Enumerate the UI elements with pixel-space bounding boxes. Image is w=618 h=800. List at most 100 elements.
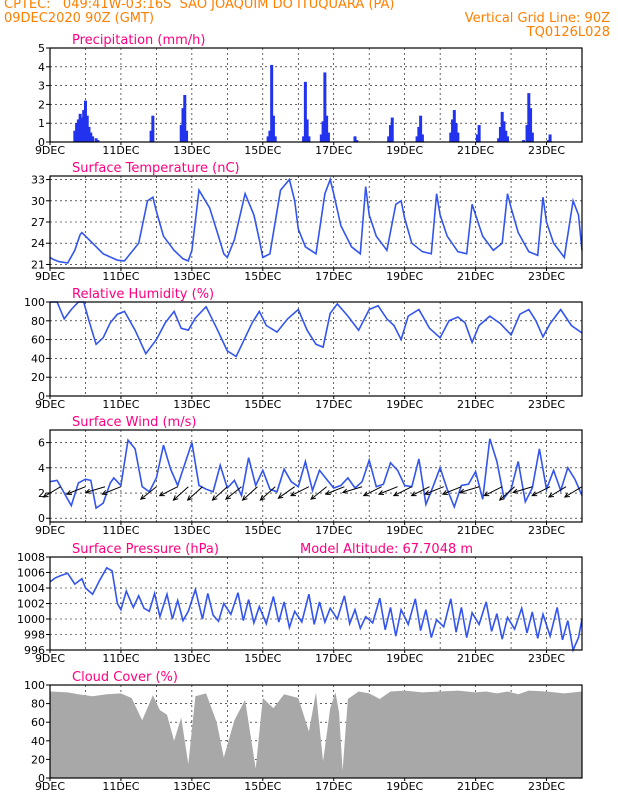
precip-bar <box>323 72 327 142</box>
precip-bar <box>179 125 183 142</box>
panel-title: Precipitation (mm/h) <box>72 33 205 48</box>
x-tick-label: 23DEC <box>528 144 565 157</box>
wind-arrow <box>442 486 462 495</box>
y-tick-label: 40 <box>31 735 45 748</box>
wind-arrow-head <box>310 494 317 500</box>
y-tick-label: 2 <box>38 98 45 111</box>
wind-arrow-head <box>241 495 248 501</box>
precip-bar <box>82 110 86 142</box>
y-tick-label: 3 <box>38 80 45 93</box>
precip-bar <box>185 130 189 142</box>
y-tick-label: 0 <box>38 512 45 525</box>
precip-bar <box>83 100 87 142</box>
x-tick-label: 9DEC <box>35 780 65 793</box>
panel-0: 0 1 2 3 4 5 9DEC 11DEC 13DEC 15DEC 17DEC 19DEC 21DEC… <box>35 33 583 157</box>
wind-arrow-head <box>410 491 417 497</box>
panel-frame <box>49 301 583 397</box>
y-tick-label: 6 <box>38 437 45 450</box>
precip-bar <box>73 130 77 142</box>
precip-bar <box>91 136 95 142</box>
y-tick-label: 60 <box>31 716 45 729</box>
y-tick-label: 0 <box>38 390 45 403</box>
precip-bar <box>181 108 185 142</box>
precip-bar <box>420 134 424 142</box>
x-tick-label: 15DEC <box>244 398 281 411</box>
wind-arrow-head <box>441 490 448 495</box>
precip-bar <box>390 117 394 142</box>
series-line <box>49 566 583 653</box>
precip-bar <box>475 134 479 142</box>
x-tick-label: 23DEC <box>528 398 565 411</box>
panel-frame <box>49 684 583 779</box>
wind-arrow-head <box>377 490 385 495</box>
wind-arrow-head <box>211 495 218 501</box>
wind-arrow <box>393 486 412 497</box>
y-tick-label: 2 <box>38 487 45 500</box>
wind-arrow <box>564 486 583 498</box>
panel-frame <box>49 429 583 523</box>
y-tick-label: 80 <box>31 698 45 711</box>
x-tick-label: 21DEC <box>457 270 494 283</box>
wind-arrow <box>325 486 345 495</box>
precip-bar <box>417 126 421 142</box>
precip-bar <box>500 111 504 142</box>
wind-arrow <box>278 486 296 499</box>
wind-arrow <box>66 486 86 495</box>
y-tick-label: 20 <box>31 371 45 384</box>
wind-arrow-head <box>65 490 72 495</box>
wind-arrow-head <box>531 491 538 497</box>
precip-bar <box>388 125 392 142</box>
precip-bar <box>303 81 307 142</box>
precip-bar <box>502 121 506 142</box>
wind-arrow-head <box>101 490 108 495</box>
y-tick-label: 1000 <box>17 613 45 626</box>
x-tick-label: 17DEC <box>315 270 352 283</box>
panel-title: Surface Pressure (hPa) <box>72 542 219 557</box>
y-tick-label: 60 <box>31 334 45 347</box>
y-tick-label: 5 <box>38 42 45 55</box>
panel-5: 0 20 40 60 80 100 9DEC 11DEC 13DEC 15DEC 17DEC 19DE… <box>24 670 583 793</box>
header-run-time: 09DEC2020 90Z (GMT) <box>4 11 155 26</box>
wind-arrow-head <box>289 491 297 497</box>
wind-arrow <box>43 486 61 498</box>
precip-bar <box>497 138 501 142</box>
y-tick-label: 33 <box>31 174 45 187</box>
x-tick-label: 15DEC <box>244 270 281 283</box>
wind-arrow-head <box>324 490 331 495</box>
x-tick-label: 15DEC <box>244 780 281 793</box>
x-tick-label: 17DEC <box>315 144 352 157</box>
wind-arrow-head <box>84 488 91 494</box>
precip-bar <box>76 119 80 142</box>
wind-arrow <box>459 486 480 493</box>
y-tick-label: 80 <box>31 315 45 328</box>
x-tick-label: 17DEC <box>315 398 352 411</box>
y-tick-label: 1002 <box>17 598 45 611</box>
x-tick-label: 23DEC <box>528 652 565 665</box>
panel-title: Cloud Cover (%) <box>72 670 178 685</box>
panel-title: Surface Temperature (nC) <box>72 161 240 176</box>
y-tick-label: 998 <box>24 629 45 642</box>
precip-bar <box>527 93 531 142</box>
y-tick-label: 20 <box>31 753 45 766</box>
wind-arrow <box>225 486 242 500</box>
y-tick-label: 27 <box>31 216 45 229</box>
wind-arrow-head <box>498 495 505 501</box>
x-tick-label: 23DEC <box>528 270 565 283</box>
wind-arrow-head <box>424 490 431 495</box>
x-tick-label: 11DEC <box>102 780 139 793</box>
precip-bar <box>75 123 79 142</box>
wind-arrow <box>85 486 106 493</box>
wind-arrow-head <box>158 491 165 497</box>
wind-arrow-head <box>277 493 284 499</box>
y-tick-label: 30 <box>31 195 45 208</box>
wind-arrow-head <box>547 492 554 498</box>
y-tick-label: 4 <box>38 462 45 475</box>
cloud-area <box>50 690 582 778</box>
precip-bar <box>266 136 270 142</box>
wind-arrow-head <box>392 491 399 497</box>
x-tick-label: 21DEC <box>457 652 494 665</box>
precip-bar <box>307 136 311 142</box>
y-tick-label: 1 <box>38 117 45 130</box>
wind-arrow <box>484 486 503 497</box>
